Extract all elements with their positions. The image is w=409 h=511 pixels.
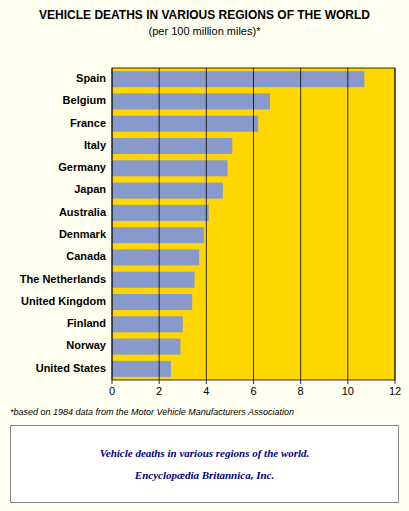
tick-label: 2 — [156, 385, 162, 397]
footer-line: Encyclopædia Britannica, Inc. — [135, 469, 274, 481]
header: VEHICLE DEATHS IN VARIOUS REGIONS OF THE… — [10, 8, 399, 37]
category-label: Norway — [66, 339, 107, 351]
category-label: Finland — [67, 317, 106, 329]
bar — [112, 93, 270, 109]
bar — [112, 361, 171, 377]
footnote: *based on 1984 data from the Motor Vehic… — [10, 407, 399, 417]
plot-background — [112, 68, 395, 380]
grid-line — [253, 68, 254, 380]
grid-line — [159, 68, 160, 380]
grid-line — [206, 68, 207, 380]
category-label: Belgium — [63, 94, 107, 106]
tick-mark — [347, 380, 348, 384]
category-label: United Kingdom — [21, 295, 106, 307]
subtitle: (per 100 million miles)* — [10, 25, 399, 37]
category-label: Germany — [58, 161, 107, 173]
tick-label: 0 — [109, 385, 115, 397]
bar — [112, 71, 364, 87]
category-label: Canada — [66, 250, 107, 262]
tick-mark — [112, 380, 113, 384]
tick-mark — [253, 380, 254, 384]
plot-frame — [112, 68, 395, 380]
footer-line: Vehicle deaths in various regions of the… — [100, 447, 310, 459]
bar — [112, 160, 228, 176]
bar — [112, 249, 199, 265]
bar — [112, 205, 209, 221]
bar — [112, 316, 183, 332]
title: VEHICLE DEATHS IN VARIOUS REGIONS OF THE… — [10, 8, 399, 23]
bars — [112, 71, 364, 377]
grid-line — [347, 68, 348, 380]
bar — [112, 116, 258, 132]
category-label: Denmark — [59, 228, 107, 240]
category-label: Japan — [74, 183, 106, 195]
category-label: United States — [36, 362, 106, 374]
tick-label: 10 — [342, 385, 354, 397]
tick-label: 8 — [298, 385, 304, 397]
footer: Vehicle deaths in various regions of the… — [10, 425, 399, 503]
category-label: The Netherlands — [20, 273, 106, 285]
bar — [112, 227, 204, 243]
bar — [112, 272, 195, 288]
tick-mark — [300, 380, 301, 384]
tick-mark — [159, 380, 160, 384]
tick-label: 6 — [250, 385, 256, 397]
grid-line — [300, 68, 301, 380]
category-label: Italy — [84, 139, 107, 151]
bar — [112, 138, 232, 154]
tick-label: 4 — [203, 385, 209, 397]
bar — [112, 294, 192, 310]
category-label: Australia — [59, 206, 107, 218]
tick-label: 12 — [389, 385, 401, 397]
category-label: Spain — [76, 72, 106, 84]
tick-mark — [206, 380, 207, 384]
chart: Spain Belgium France Italy Germany Japan Austr… — [0, 0, 409, 405]
bar — [112, 339, 180, 355]
tick-mark — [395, 380, 396, 384]
category-label: France — [70, 117, 106, 129]
